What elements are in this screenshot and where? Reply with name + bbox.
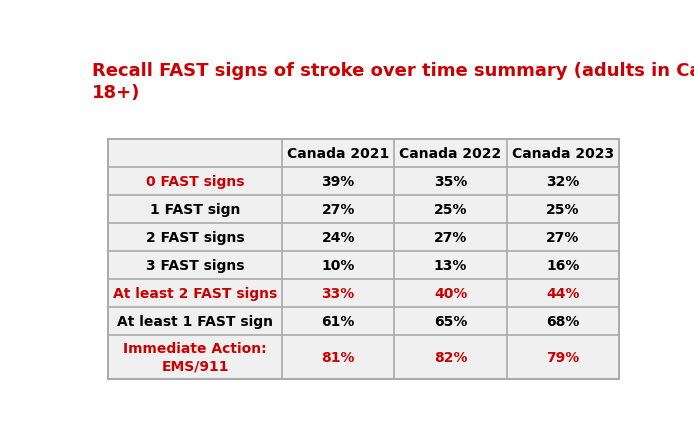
Text: 27%: 27% <box>434 230 467 244</box>
Text: Canada 2023: Canada 2023 <box>512 146 614 160</box>
Text: 0 FAST signs: 0 FAST signs <box>146 174 244 188</box>
Text: 35%: 35% <box>434 174 467 188</box>
Text: 2 FAST signs: 2 FAST signs <box>146 230 244 244</box>
Text: 16%: 16% <box>546 258 579 272</box>
Text: 25%: 25% <box>434 202 467 216</box>
Text: 13%: 13% <box>434 258 467 272</box>
Text: 44%: 44% <box>546 286 579 300</box>
Text: 33%: 33% <box>321 286 355 300</box>
Text: At least 1 FAST sign: At least 1 FAST sign <box>117 314 273 328</box>
Text: 24%: 24% <box>321 230 355 244</box>
Text: 40%: 40% <box>434 286 467 300</box>
Text: 1 FAST sign: 1 FAST sign <box>150 202 240 216</box>
Text: 39%: 39% <box>321 174 355 188</box>
Text: 81%: 81% <box>321 350 355 364</box>
Text: Canada 2021: Canada 2021 <box>287 146 389 160</box>
Text: Immediate Action:
EMS/911: Immediate Action: EMS/911 <box>124 341 267 373</box>
Text: 25%: 25% <box>546 202 579 216</box>
FancyBboxPatch shape <box>108 139 619 379</box>
Text: Recall FAST signs of stroke over time summary (adults in Canada
18+): Recall FAST signs of stroke over time su… <box>92 61 694 101</box>
Text: 61%: 61% <box>321 314 355 328</box>
Text: 79%: 79% <box>546 350 579 364</box>
Text: 27%: 27% <box>321 202 355 216</box>
Text: Canada 2022: Canada 2022 <box>400 146 502 160</box>
Text: 82%: 82% <box>434 350 467 364</box>
Text: 27%: 27% <box>546 230 579 244</box>
Text: At least 2 FAST signs: At least 2 FAST signs <box>113 286 277 300</box>
Text: 32%: 32% <box>546 174 579 188</box>
Text: 68%: 68% <box>546 314 579 328</box>
Text: 3 FAST signs: 3 FAST signs <box>146 258 244 272</box>
Text: 65%: 65% <box>434 314 467 328</box>
Text: 10%: 10% <box>321 258 355 272</box>
